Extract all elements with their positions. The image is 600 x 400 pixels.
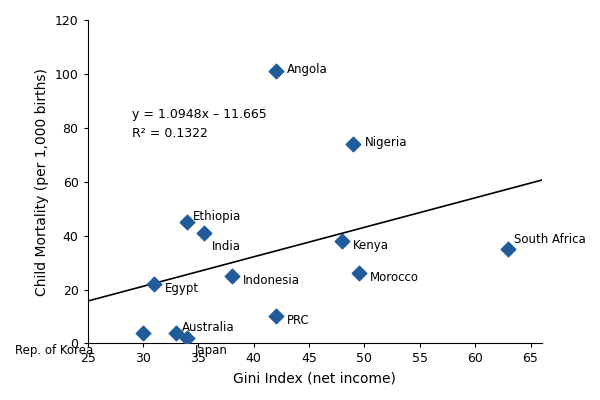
Text: South Africa: South Africa — [514, 233, 586, 246]
Point — [199, 230, 209, 236]
Point — [337, 238, 347, 244]
Point — [227, 273, 236, 279]
Point — [271, 68, 281, 74]
Text: India: India — [212, 240, 241, 253]
Point — [182, 219, 192, 225]
Text: Japan: Japan — [195, 344, 228, 357]
Text: R² = 0.1322: R² = 0.1322 — [132, 127, 208, 140]
Text: Ethiopia: Ethiopia — [193, 210, 241, 223]
X-axis label: Gini Index (net income): Gini Index (net income) — [233, 371, 396, 385]
Text: Morocco: Morocco — [370, 271, 419, 284]
Point — [349, 141, 358, 147]
Point — [354, 270, 364, 276]
Text: Kenya: Kenya — [353, 238, 389, 252]
Y-axis label: Child Mortality (per 1,000 births): Child Mortality (per 1,000 births) — [35, 68, 49, 296]
Text: PRC: PRC — [287, 314, 310, 327]
Text: Egypt: Egypt — [165, 282, 199, 295]
Point — [503, 246, 513, 252]
Point — [138, 330, 148, 336]
Text: Nigeria: Nigeria — [364, 136, 407, 149]
Text: Rep. of Korea: Rep. of Korea — [15, 344, 93, 357]
Point — [172, 330, 181, 336]
Text: y = 1.0948x – 11.665: y = 1.0948x – 11.665 — [132, 108, 266, 121]
Text: Angola: Angola — [287, 63, 328, 76]
Point — [271, 313, 281, 320]
Text: Australia: Australia — [182, 321, 235, 334]
Point — [149, 281, 159, 287]
Point — [182, 335, 192, 341]
Text: Indonesia: Indonesia — [242, 274, 299, 286]
